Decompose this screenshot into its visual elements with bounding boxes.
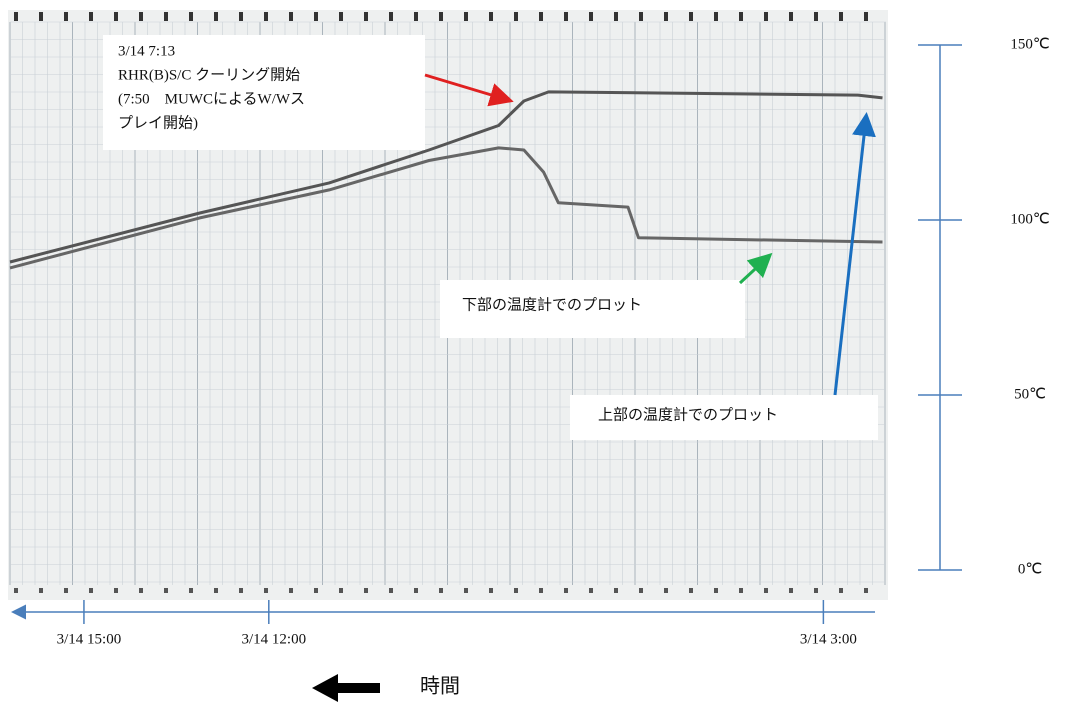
- series-line: [9, 90, 883, 264]
- annotation-line: RHR(B)S/C クーリング開始: [118, 66, 300, 83]
- sprocket: [814, 588, 818, 593]
- sprocket: [539, 588, 543, 593]
- sprocket: [89, 12, 93, 21]
- sprocket: [14, 588, 18, 593]
- sprocket: [239, 588, 243, 593]
- sprocket: [714, 12, 718, 21]
- sprocket: [739, 12, 743, 21]
- sprocket: [189, 12, 193, 21]
- sprocket: [189, 588, 193, 593]
- y-tick-label: 100℃: [1010, 211, 1049, 227]
- series-line: [9, 146, 883, 270]
- sprocket: [739, 588, 743, 593]
- sprocket: [389, 588, 393, 593]
- sprocket: [589, 12, 593, 21]
- sprocket: [464, 588, 468, 593]
- sprocket: [39, 12, 43, 21]
- sprocket: [389, 12, 393, 21]
- legend-arrow: [833, 112, 876, 396]
- sprocket: [289, 588, 293, 593]
- sprocket: [514, 12, 518, 21]
- sprocket: [239, 12, 243, 21]
- plot: [9, 90, 883, 270]
- sprocket: [864, 588, 868, 593]
- x-axis-label: 時間: [420, 675, 460, 698]
- sprocket: [764, 12, 768, 21]
- sprocket: [139, 12, 143, 21]
- annotation-line: 3/14 7:13: [118, 43, 175, 59]
- y-tick-label: 0℃: [1018, 561, 1042, 577]
- sprocket: [789, 12, 793, 21]
- sprocket: [14, 12, 18, 21]
- sprocket: [814, 12, 818, 21]
- sprocket: [689, 12, 693, 21]
- sprocket: [639, 588, 643, 593]
- legend-label: 下部の温度計でのプロット: [462, 296, 642, 313]
- sprocket: [339, 12, 343, 21]
- sprocket: [539, 12, 543, 21]
- sprocket: [439, 12, 443, 21]
- sprocket: [314, 588, 318, 593]
- sprocket: [364, 588, 368, 593]
- time-arrow: [312, 674, 380, 702]
- sprocket: [789, 588, 793, 593]
- sprocket: [439, 588, 443, 593]
- sprocket: [764, 588, 768, 593]
- annotation-line: プレイ開始): [118, 114, 198, 131]
- sprocket: [564, 12, 568, 21]
- sprocket: [864, 12, 868, 21]
- sprocket: [464, 12, 468, 21]
- sprocket: [564, 588, 568, 593]
- annotation-box: [103, 35, 425, 150]
- sprocket: [289, 12, 293, 21]
- sprocket: [664, 12, 668, 21]
- sprocket: [689, 588, 693, 593]
- annotation-line: (7:50 MUWCによるW/Wス: [118, 91, 305, 107]
- sprocket: [214, 12, 218, 21]
- sprocket: [489, 588, 493, 593]
- x-tick-label: 3/14 3:00: [800, 631, 857, 647]
- sprocket: [114, 588, 118, 593]
- sprocket: [64, 12, 68, 21]
- sprocket: [514, 588, 518, 593]
- sprocket: [639, 12, 643, 21]
- sprocket: [614, 12, 618, 21]
- sprocket: [664, 588, 668, 593]
- sprocket: [489, 12, 493, 21]
- legend-arrow: [738, 252, 773, 285]
- sprocket: [264, 12, 268, 21]
- sprocket: [839, 12, 843, 21]
- sprocket: [264, 588, 268, 593]
- sprocket: [139, 588, 143, 593]
- sprocket: [714, 588, 718, 593]
- legend-box: [570, 395, 878, 440]
- paper-grid: [9, 12, 886, 593]
- axes: 0℃ 50℃ 100℃ 150℃ 3/14 15:00 3/14 12:00 3/14 3:…: [57, 36, 1050, 647]
- sprocket: [414, 588, 418, 593]
- sprocket: [39, 588, 43, 593]
- sprocket: [839, 588, 843, 593]
- sprocket: [414, 12, 418, 21]
- y-tick-label: 50℃: [1014, 386, 1046, 402]
- x-tick-label: 3/14 12:00: [242, 631, 307, 647]
- legend-label: 上部の温度計でのプロット: [598, 406, 778, 423]
- sprocket: [164, 12, 168, 21]
- sprocket: [614, 588, 618, 593]
- sprocket: [339, 588, 343, 593]
- y-tick-label: 150℃: [1010, 36, 1049, 52]
- annotation-arrow: [424, 73, 514, 107]
- sprocket: [214, 588, 218, 593]
- sprocket: [114, 12, 118, 21]
- sprocket: [314, 12, 318, 21]
- x-tick-label: 3/14 15:00: [57, 631, 122, 647]
- sprocket: [589, 588, 593, 593]
- sprocket: [64, 588, 68, 593]
- sprocket: [89, 588, 93, 593]
- sprocket: [364, 12, 368, 21]
- legend-box: [440, 280, 745, 338]
- sprocket: [164, 588, 168, 593]
